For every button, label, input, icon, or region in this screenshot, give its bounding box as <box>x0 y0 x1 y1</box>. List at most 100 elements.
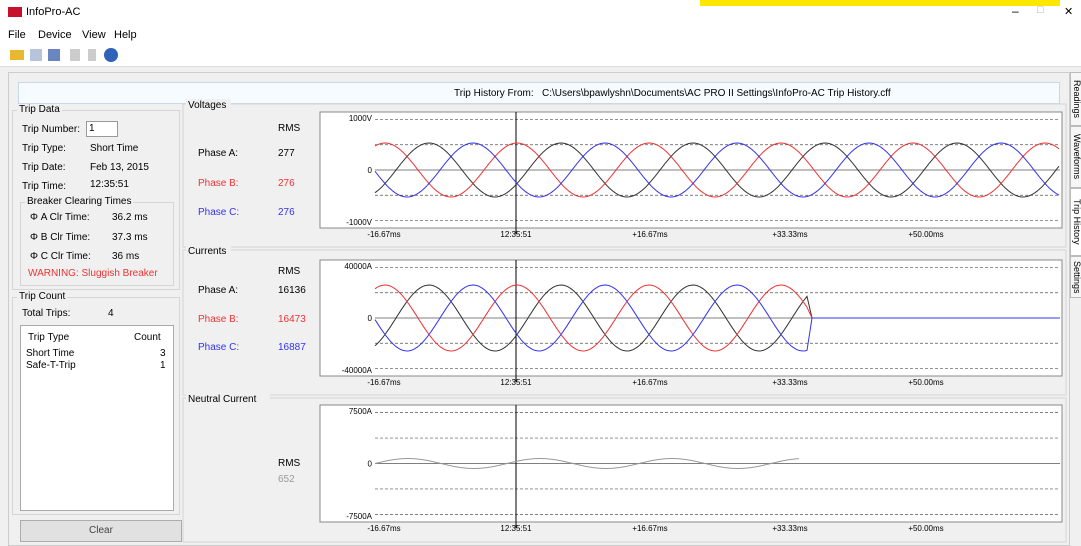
label: Trip Number: <box>22 124 80 135</box>
table-cell: Safe-T-Trip <box>26 360 76 371</box>
title-bg <box>186 245 231 255</box>
help-button[interactable] <box>104 48 118 62</box>
y-label: 1000V <box>349 114 373 123</box>
table-header: Count <box>134 332 161 343</box>
waveform <box>374 142 1060 198</box>
rms-label: RMS <box>278 458 301 469</box>
label: Trip Date: <box>22 162 66 173</box>
value: Feb 13, 2015 <box>90 162 149 173</box>
y-label: 0 <box>368 460 373 469</box>
x-label: 12:35:51 <box>500 230 532 239</box>
y-label: -40000A <box>342 366 373 375</box>
x-label: +16.67ms <box>632 230 667 239</box>
menu-item[interactable]: Help <box>114 29 137 41</box>
title-bg <box>186 99 231 109</box>
table-header: Trip Type <box>28 332 70 343</box>
phase-value: 16136 <box>278 285 306 296</box>
label: Φ C Clr Time: <box>30 251 91 262</box>
value: 37.3 ms <box>112 232 148 243</box>
save-button[interactable] <box>30 49 42 61</box>
waveform <box>374 458 800 469</box>
waveform <box>374 284 1060 352</box>
x-label: -16.67ms <box>367 524 400 533</box>
clear-button[interactable]: Clear <box>20 520 182 542</box>
table-cell: Short Time <box>26 348 75 359</box>
tab[interactable]: Trip History <box>1070 188 1081 256</box>
value: 4 <box>108 308 114 319</box>
rms-label: RMS <box>278 123 301 134</box>
x-label: +50.00ms <box>908 524 943 533</box>
x-label: +50.00ms <box>908 230 943 239</box>
label: Φ A Clr Time: <box>30 212 90 223</box>
trip-table <box>20 325 174 511</box>
group-title: Currents <box>188 246 226 257</box>
menu-item[interactable]: File <box>8 29 26 41</box>
table-cell: 3 <box>160 348 166 359</box>
window-title: InfoPro-AC <box>26 6 81 18</box>
x-label: +33.33ms <box>772 524 807 533</box>
phase-value: 276 <box>278 207 295 218</box>
x-label: +33.33ms <box>772 378 807 387</box>
toolbar <box>0 44 1081 67</box>
waveform <box>374 284 1060 352</box>
warning: WARNING: Sluggish Breaker <box>28 268 158 279</box>
x-label: +33.33ms <box>772 230 807 239</box>
menu-item[interactable]: View <box>82 29 106 41</box>
highlight <box>700 0 1060 6</box>
title-bg <box>186 393 270 403</box>
phase-label: Phase B: <box>198 314 239 325</box>
phase-label: Phase C: <box>198 207 239 218</box>
x-label: -16.67ms <box>367 230 400 239</box>
group-box <box>182 249 1067 396</box>
x-label: +50.00ms <box>908 378 943 387</box>
download-button[interactable] <box>88 49 96 61</box>
waveform <box>374 142 1060 198</box>
x-label: -16.67ms <box>367 378 400 387</box>
group-title: Breaker Clearing Times <box>25 196 134 207</box>
tab[interactable]: Readings <box>1070 72 1081 126</box>
y-label: 40000A <box>344 262 372 271</box>
open-button[interactable] <box>10 50 24 60</box>
phase-label: Phase B: <box>198 178 239 189</box>
phase-value: 652 <box>278 474 295 485</box>
y-label: -1000V <box>346 218 372 227</box>
minimize[interactable]: – <box>1012 4 1019 18</box>
refresh-button[interactable] <box>70 49 80 61</box>
label: Trip Type: <box>22 143 66 154</box>
save-as-button[interactable] <box>48 49 60 61</box>
group-title: Neutral Current <box>188 394 257 405</box>
y-label: 0 <box>368 166 373 175</box>
menu-bar <box>0 24 1081 44</box>
rms-label: RMS <box>278 266 301 277</box>
trip-history-label: Trip History From: <box>454 88 534 99</box>
tab[interactable]: Waveforms <box>1070 126 1081 188</box>
y-label: 7500A <box>349 407 373 416</box>
trip-number-spinner[interactable]: 1 <box>86 121 118 137</box>
phase-label: Phase C: <box>198 342 239 353</box>
close[interactable]: ✕ <box>1064 6 1074 18</box>
x-label: +16.67ms <box>632 378 667 387</box>
x-label: 12:35:51 <box>500 524 532 533</box>
tab[interactable]: Settings <box>1070 256 1081 298</box>
x-label: 12:35:51 <box>500 378 532 387</box>
phase-label: Phase A: <box>198 285 238 296</box>
phase-value: 16887 <box>278 342 306 353</box>
waveform <box>374 284 1060 352</box>
menu-item[interactable]: Device <box>38 29 72 41</box>
trip-history-path: C:\Users\bpawlyshn\Documents\AC PRO II S… <box>542 88 891 99</box>
maximize[interactable]: □ <box>1037 4 1044 16</box>
group-title: Voltages <box>188 100 226 111</box>
value: Short Time <box>90 143 139 154</box>
phase-value: 276 <box>278 178 295 189</box>
y-label: -7500A <box>346 512 372 521</box>
group-box <box>182 103 1067 248</box>
table-cell: 1 <box>160 360 166 371</box>
value: 12:35:51 <box>90 179 129 190</box>
label: Total Trips: <box>22 308 71 319</box>
value: 36 ms <box>112 251 140 262</box>
label: Φ B Clr Time: <box>30 232 91 243</box>
phase-value: 16473 <box>278 314 306 325</box>
app-icon <box>8 7 22 17</box>
